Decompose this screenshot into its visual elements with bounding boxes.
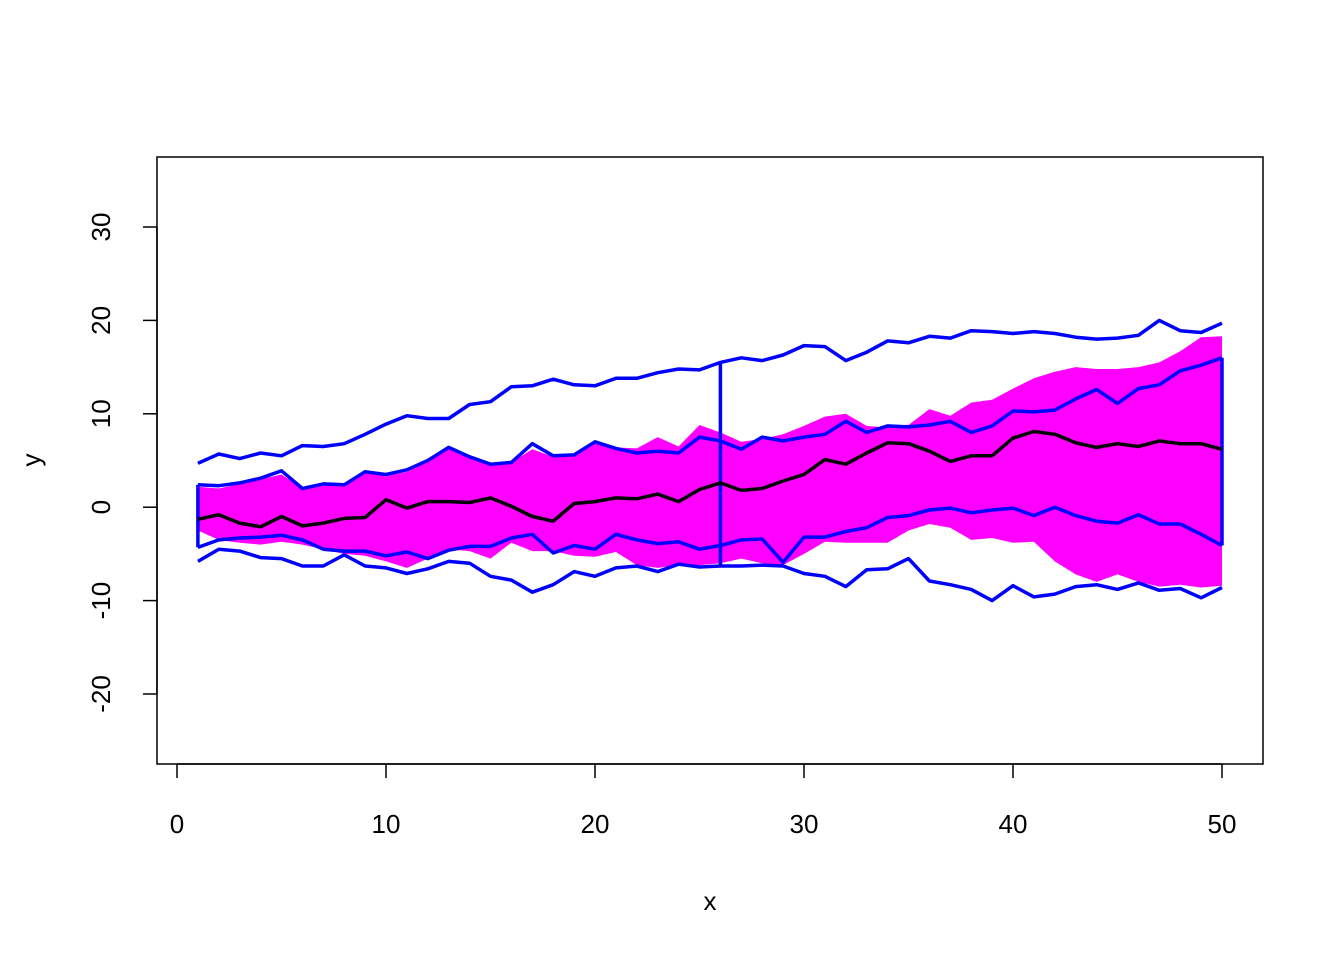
series-line-4 xyxy=(197,505,1223,565)
x-tick-label: 40 xyxy=(999,809,1028,839)
series-line-5 xyxy=(197,547,1223,603)
series-line-1 xyxy=(197,318,1223,465)
y-tick-label: 20 xyxy=(86,306,116,335)
series-line-2 xyxy=(197,356,1223,491)
y-tick-label: 0 xyxy=(86,500,116,514)
x-tick-label: 10 xyxy=(372,809,401,839)
y-axis-ticks: -20 -10 0 10 20 30 xyxy=(86,213,157,713)
y-axis-label: y xyxy=(16,454,46,467)
series-layer xyxy=(197,318,1223,603)
x-axis-ticks: 0 10 20 30 40 50 xyxy=(170,764,1237,839)
y-tick-label: 10 xyxy=(86,399,116,428)
x-tick-label: 30 xyxy=(790,809,819,839)
y-tick-label: -10 xyxy=(86,582,116,620)
x-tick-label: 50 xyxy=(1208,809,1237,839)
segment-layer xyxy=(196,357,1224,567)
x-tick-label: 20 xyxy=(581,809,610,839)
x-tick-label: 0 xyxy=(170,809,184,839)
y-tick-label: -20 xyxy=(86,675,116,713)
band-layer xyxy=(197,336,1222,588)
band-area xyxy=(197,336,1222,588)
x-axis-label: x xyxy=(704,886,717,916)
series-line-3 xyxy=(197,429,1223,529)
y-tick-label: 30 xyxy=(86,213,116,242)
